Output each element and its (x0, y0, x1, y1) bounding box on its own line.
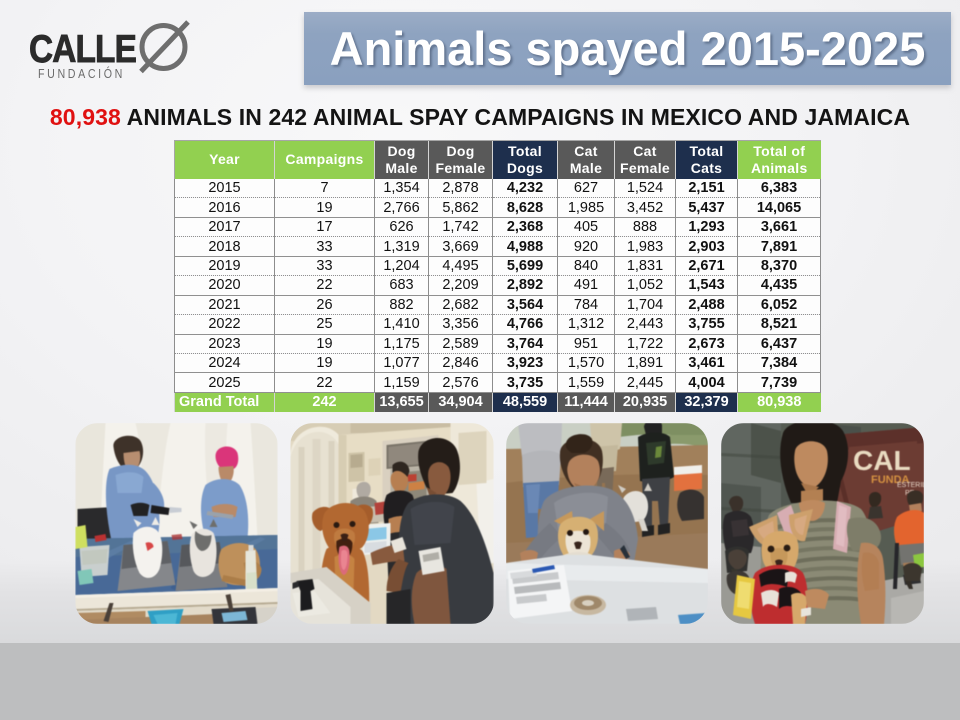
svg-text:CAL: CAL (853, 445, 911, 476)
svg-text:FUNDA: FUNDA (871, 474, 910, 486)
svg-text:CALLE: CALLE (29, 28, 136, 71)
svg-text:ESTERIL: ESTERIL (897, 482, 924, 489)
svg-text:FUNDACIÓN: FUNDACIÓN (38, 66, 125, 81)
